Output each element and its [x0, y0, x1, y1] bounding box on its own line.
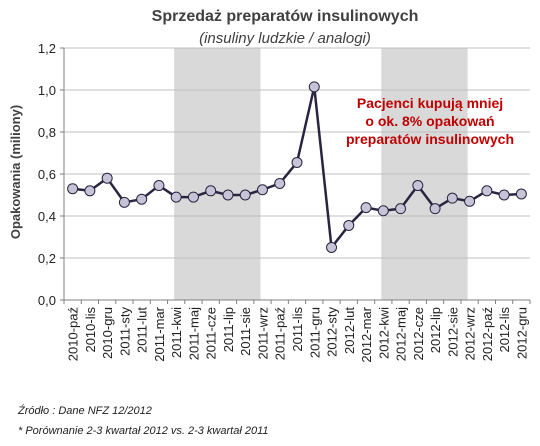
x-tick-label: 2012-kwi	[376, 307, 391, 359]
y-tick-label: 0,2	[38, 251, 56, 266]
y-tick-label: 1,2	[38, 41, 56, 56]
x-tick-label: 2012-lis	[497, 307, 512, 353]
annotation-line-1: Pacjenci kupują mniej	[357, 95, 503, 111]
x-tick-label: 2011-maj	[186, 307, 201, 360]
x-tick-label: 2011-paź	[273, 307, 288, 360]
comparison-note: * Porównanie 2-3 kwartał 2012 vs. 2-3 kw…	[18, 425, 269, 437]
data-point	[170, 191, 182, 203]
data-point	[153, 180, 165, 192]
x-tick-labels: 2010-paź 2010-lis 2010-gru 2011-sty 2011-lut…	[66, 306, 530, 362]
data-point	[429, 203, 441, 215]
x-tick-label: 2011-cze	[204, 307, 219, 360]
annotation-line-2: o ok. 8% opakowań	[365, 113, 494, 129]
x-tick-label: 2011-lis	[290, 307, 305, 352]
x-tick-label: 2011-gru	[307, 307, 322, 358]
data-point	[308, 81, 320, 93]
x-tick-label: 2011-lip	[221, 307, 236, 352]
data-point	[256, 184, 268, 196]
data-point	[222, 189, 234, 201]
x-tick-label: 2011-mar	[152, 306, 167, 361]
x-tick-label: 2012-wrz	[463, 307, 478, 360]
data-point	[446, 192, 458, 204]
data-point	[343, 219, 355, 231]
y-tick-label: 0,6	[38, 167, 56, 182]
x-tick-label: 2011-sie	[238, 307, 253, 356]
data-point	[481, 185, 493, 197]
y-tick-label: 0,8	[38, 125, 56, 140]
chart-title: Sprzedaż preparatów insulinowych	[152, 8, 419, 25]
x-tick-label: 2010-gru	[100, 307, 115, 359]
x-tick-label: 2012-sie	[445, 307, 460, 357]
y-tick-label: 1,0	[38, 83, 56, 98]
series-sales	[67, 81, 527, 253]
axes	[63, 48, 531, 304]
x-tick-label: 2011-wrz	[255, 307, 270, 360]
data-point	[239, 189, 251, 201]
y-tick-label: 0,0	[38, 293, 56, 308]
x-tick-label: 2011-lut	[135, 307, 150, 353]
x-tick-label: 2010-lis	[83, 307, 98, 353]
y-axis-label: Opakowania (miliony)	[8, 105, 23, 239]
data-point	[498, 189, 510, 201]
data-point	[377, 205, 389, 217]
data-point	[360, 202, 372, 214]
x-tick-label: 2012-sty	[325, 307, 340, 357]
data-point	[136, 193, 148, 205]
source-note: Źródło : Dane NFZ 12/2012	[17, 404, 152, 417]
annotation-line-3: preparatów insulinowych	[346, 131, 514, 147]
gridlines	[60, 47, 530, 301]
data-point	[84, 185, 96, 197]
x-tick-label: 2012-gru	[514, 307, 529, 359]
data-point	[412, 180, 424, 192]
data-point	[187, 191, 199, 203]
data-point	[118, 196, 130, 208]
x-tick-label: 2011-kwi	[169, 307, 184, 358]
data-point	[515, 188, 527, 200]
x-tick-label: 2012-paź	[480, 307, 495, 361]
y-tick-labels: 0,0 0,2 0,4 0,6 0,8 1,0 1,2	[38, 41, 56, 308]
chart-subtitle: (insuliny ludzkie / analogi)	[199, 30, 371, 47]
x-tick-label: 2012-mar	[359, 306, 374, 362]
x-tick-label: 2011-sty	[117, 307, 132, 356]
data-point	[464, 195, 476, 207]
x-tick-label: 2010-paź	[66, 307, 81, 361]
data-point	[67, 183, 79, 195]
x-tick-label: 2012-maj	[394, 307, 409, 361]
data-point	[274, 177, 286, 189]
x-tick-label: 2012-lut	[342, 307, 357, 354]
x-tick-label: 2012-lip	[428, 307, 443, 353]
y-tick-label: 0,4	[38, 209, 56, 224]
data-point	[101, 172, 113, 184]
data-point	[291, 156, 303, 168]
data-point	[395, 203, 407, 215]
data-point	[205, 185, 217, 197]
data-point	[326, 242, 338, 253]
x-tick-label: 2012-cze	[411, 307, 426, 360]
